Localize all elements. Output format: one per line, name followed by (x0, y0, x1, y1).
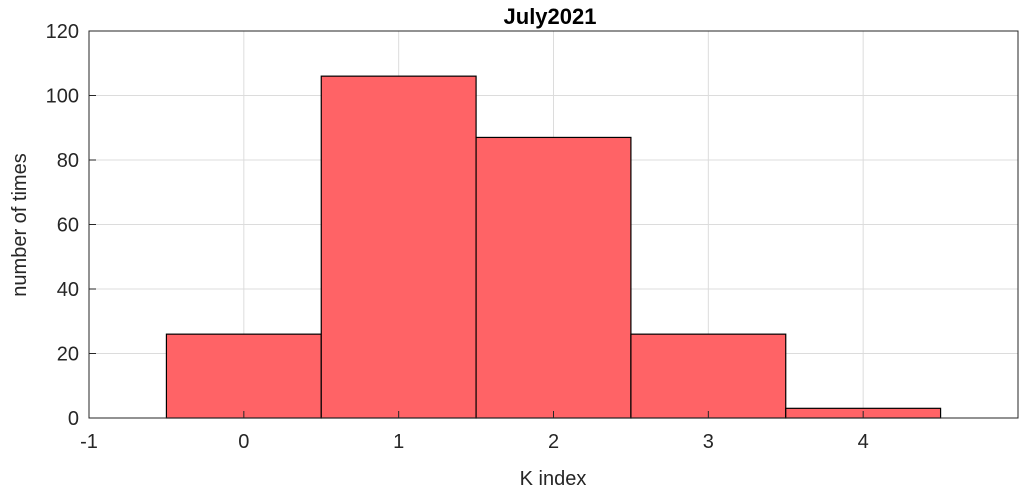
ticks (88, 30, 864, 419)
y-tick-label: 0 (68, 408, 79, 430)
histogram-bar (320, 75, 477, 419)
x-tick-labels: -1 0 1 2 3 4 (80, 431, 869, 453)
y-tick-label: 60 (57, 215, 79, 237)
y-tick-label: 120 (46, 21, 79, 43)
x-tick-label: 3 (703, 431, 714, 453)
x-tick-label: 4 (858, 431, 869, 453)
y-tick-label: 100 (46, 86, 79, 108)
x-axis-label: K index (520, 468, 587, 490)
x-tick-label: 0 (238, 431, 249, 453)
x-tick-label: -1 (80, 431, 98, 453)
y-tick-label: 80 (57, 150, 79, 172)
y-tick-labels: 0 20 40 60 80 100 120 (46, 21, 79, 430)
histogram-bar (475, 136, 632, 419)
histogram-bar (165, 333, 322, 419)
y-axis-label: number of times (9, 153, 31, 296)
histogram-bar (630, 333, 787, 419)
chart-title: July2021 (504, 4, 597, 29)
y-tick-label: 40 (57, 279, 79, 301)
y-tick-label: 20 (57, 344, 79, 366)
x-tick-label: 2 (548, 431, 559, 453)
x-tick-label: 1 (393, 431, 404, 453)
